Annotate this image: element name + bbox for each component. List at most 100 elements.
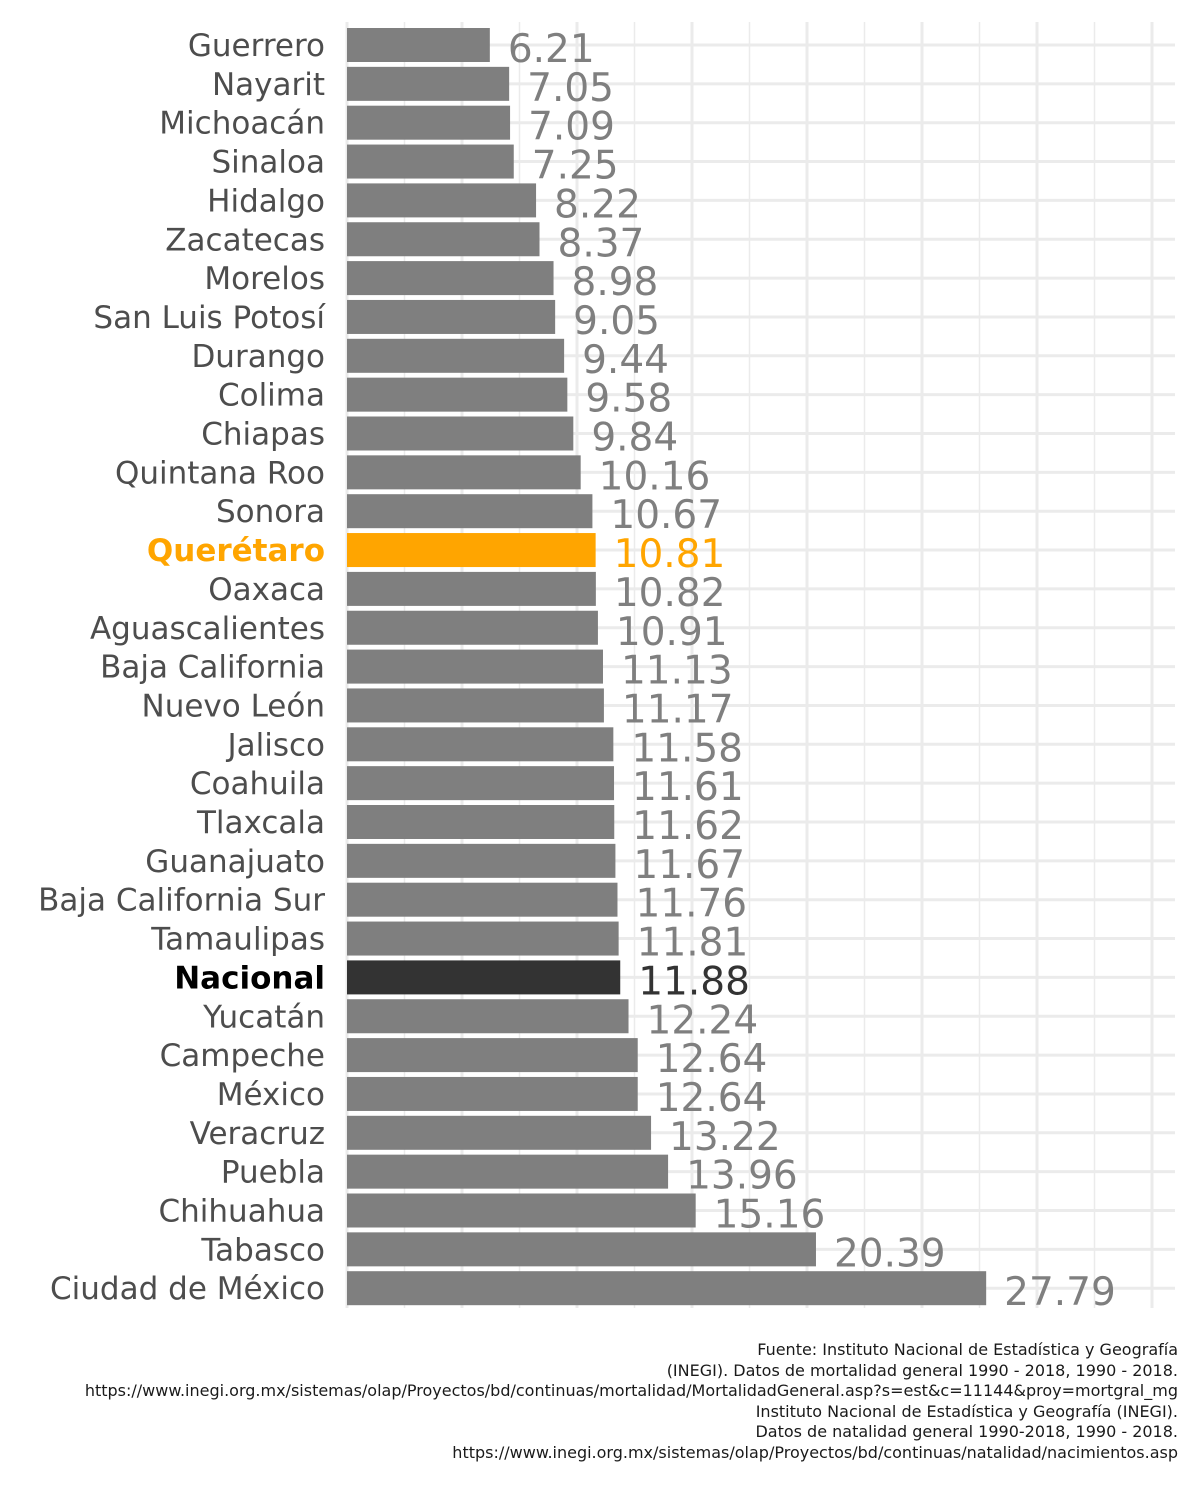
bar-chiapas — [347, 416, 574, 451]
category-label: Baja California — [100, 650, 325, 686]
bar-jalisco — [347, 727, 614, 762]
value-label: 27.79 — [1004, 1270, 1116, 1315]
bar-baja-california — [347, 649, 603, 684]
category-label: Oaxaca — [208, 572, 325, 608]
bar-chihuahua — [347, 1193, 696, 1228]
value-label: 11.88 — [638, 959, 750, 1004]
category-label: Hidalgo — [207, 183, 325, 219]
category-label: Jalisco — [225, 727, 325, 763]
category-label: Veracruz — [190, 1116, 325, 1152]
category-label: México — [217, 1077, 325, 1113]
category-label: Michoacán — [159, 106, 325, 142]
bar-veracruz — [347, 1115, 652, 1150]
bar-m-xico — [347, 1076, 638, 1111]
value-label: 6.21 — [508, 27, 595, 72]
caption-line: Instituto Nacional de Estadística y Geog… — [755, 1401, 1178, 1421]
bar-guanajuato — [347, 843, 616, 878]
category-label: Nacional — [174, 960, 325, 996]
value-label: 8.98 — [572, 260, 659, 305]
bar-guerrero — [347, 28, 490, 62]
bar-san-luis-potos- — [347, 299, 556, 334]
bar-colima — [347, 377, 568, 412]
category-label: Quintana Roo — [115, 455, 325, 491]
bar-quer-taro — [347, 533, 596, 568]
value-label: 10.16 — [599, 454, 711, 499]
bar-nayarit — [347, 66, 510, 101]
category-label: Tamaulipas — [150, 922, 325, 958]
value-label: 11.13 — [621, 649, 733, 694]
value-label: 12.64 — [656, 1076, 768, 1121]
value-label: 9.58 — [585, 377, 672, 422]
category-label: Sinaloa — [211, 145, 325, 181]
value-label: 11.81 — [637, 921, 749, 966]
value-label: 11.67 — [633, 843, 745, 888]
value-label: 10.67 — [610, 493, 722, 538]
value-label: 11.17 — [622, 687, 734, 732]
value-label: 12.24 — [647, 998, 759, 1043]
value-label: 10.82 — [614, 571, 726, 616]
bar-tamaulipas — [347, 921, 619, 956]
category-label: Morelos — [204, 261, 325, 297]
bar-aguascalientes — [347, 610, 598, 645]
bar-oaxaca — [347, 571, 596, 606]
bar-campeche — [347, 1038, 638, 1073]
caption-line: https://www.inegi.org.mx/sistemas/olap/P… — [84, 1381, 1178, 1400]
category-label: Campeche — [160, 1038, 325, 1074]
bar-zacatecas — [347, 222, 540, 257]
value-label: 7.09 — [528, 105, 615, 150]
category-label: Sonora — [216, 494, 325, 530]
bar-ciudad-de-m-xico — [347, 1271, 987, 1306]
category-label: Baja California Sur — [38, 883, 325, 919]
category-label: Chihuahua — [159, 1194, 326, 1230]
bar-puebla — [347, 1154, 669, 1189]
value-label: 10.91 — [616, 610, 728, 655]
category-label: Querétaro — [147, 533, 325, 569]
bar-nuevo-le-n — [347, 688, 604, 723]
value-label: 7.05 — [527, 66, 614, 111]
category-label: Chiapas — [201, 417, 325, 453]
value-label: 20.39 — [834, 1231, 946, 1276]
value-label: 8.37 — [558, 221, 645, 266]
category-label: Tabasco — [200, 1232, 325, 1268]
category-label: San Luis Potosí — [93, 300, 326, 336]
value-label: 7.25 — [532, 144, 619, 189]
caption-line: (INEGI). Datos de mortalidad general 199… — [666, 1360, 1178, 1380]
bar-tlaxcala — [347, 805, 615, 839]
caption-line: https://www.inegi.org.mx/sistemas/olap/P… — [452, 1442, 1178, 1462]
bar-morelos — [347, 261, 554, 296]
value-label: 8.22 — [554, 182, 641, 227]
chart-grid — [345, 22, 1175, 1308]
value-labels: 6.217.057.097.258.228.378.989.059.449.58… — [508, 27, 1116, 1315]
category-label: Colima — [218, 378, 325, 414]
category-label: Yucatán — [202, 999, 325, 1035]
bar-baja-california-sur — [347, 882, 618, 917]
bar-durango — [347, 338, 565, 373]
value-label: 9.84 — [591, 416, 678, 461]
bar-yucat-n — [347, 999, 629, 1034]
caption-line: Fuente: Instituto Nacional de Estadístic… — [757, 1340, 1178, 1359]
value-label: 9.44 — [582, 338, 669, 383]
category-label: Guerrero — [188, 28, 325, 64]
value-label: 9.05 — [573, 299, 660, 344]
value-label: 11.76 — [635, 882, 747, 927]
source-caption: Fuente: Instituto Nacional de Estadístic… — [0, 1340, 1178, 1463]
bar-quintana-roo — [347, 455, 581, 490]
value-label: 13.22 — [669, 1115, 781, 1160]
value-label: 11.58 — [631, 726, 743, 771]
category-label: Ciudad de México — [50, 1271, 325, 1307]
value-label: 15.16 — [714, 1193, 826, 1238]
value-label: 13.96 — [686, 1154, 798, 1199]
category-label: Aguascalientes — [90, 611, 325, 647]
category-labels: GuerreroNayaritMichoacánSinaloaHidalgoZa… — [38, 28, 326, 1307]
value-label: 10.81 — [614, 532, 726, 577]
bar-coahuila — [347, 766, 615, 801]
category-label: Zacatecas — [165, 222, 325, 258]
value-label: 11.61 — [632, 765, 744, 810]
bar-michoac-n — [347, 105, 511, 140]
category-label: Nayarit — [212, 67, 325, 103]
category-label: Durango — [191, 339, 325, 375]
bar-sinaloa — [347, 144, 514, 179]
category-label: Coahuila — [190, 766, 325, 802]
bar-sonora — [347, 494, 593, 529]
category-label: Tlaxcala — [196, 805, 325, 841]
